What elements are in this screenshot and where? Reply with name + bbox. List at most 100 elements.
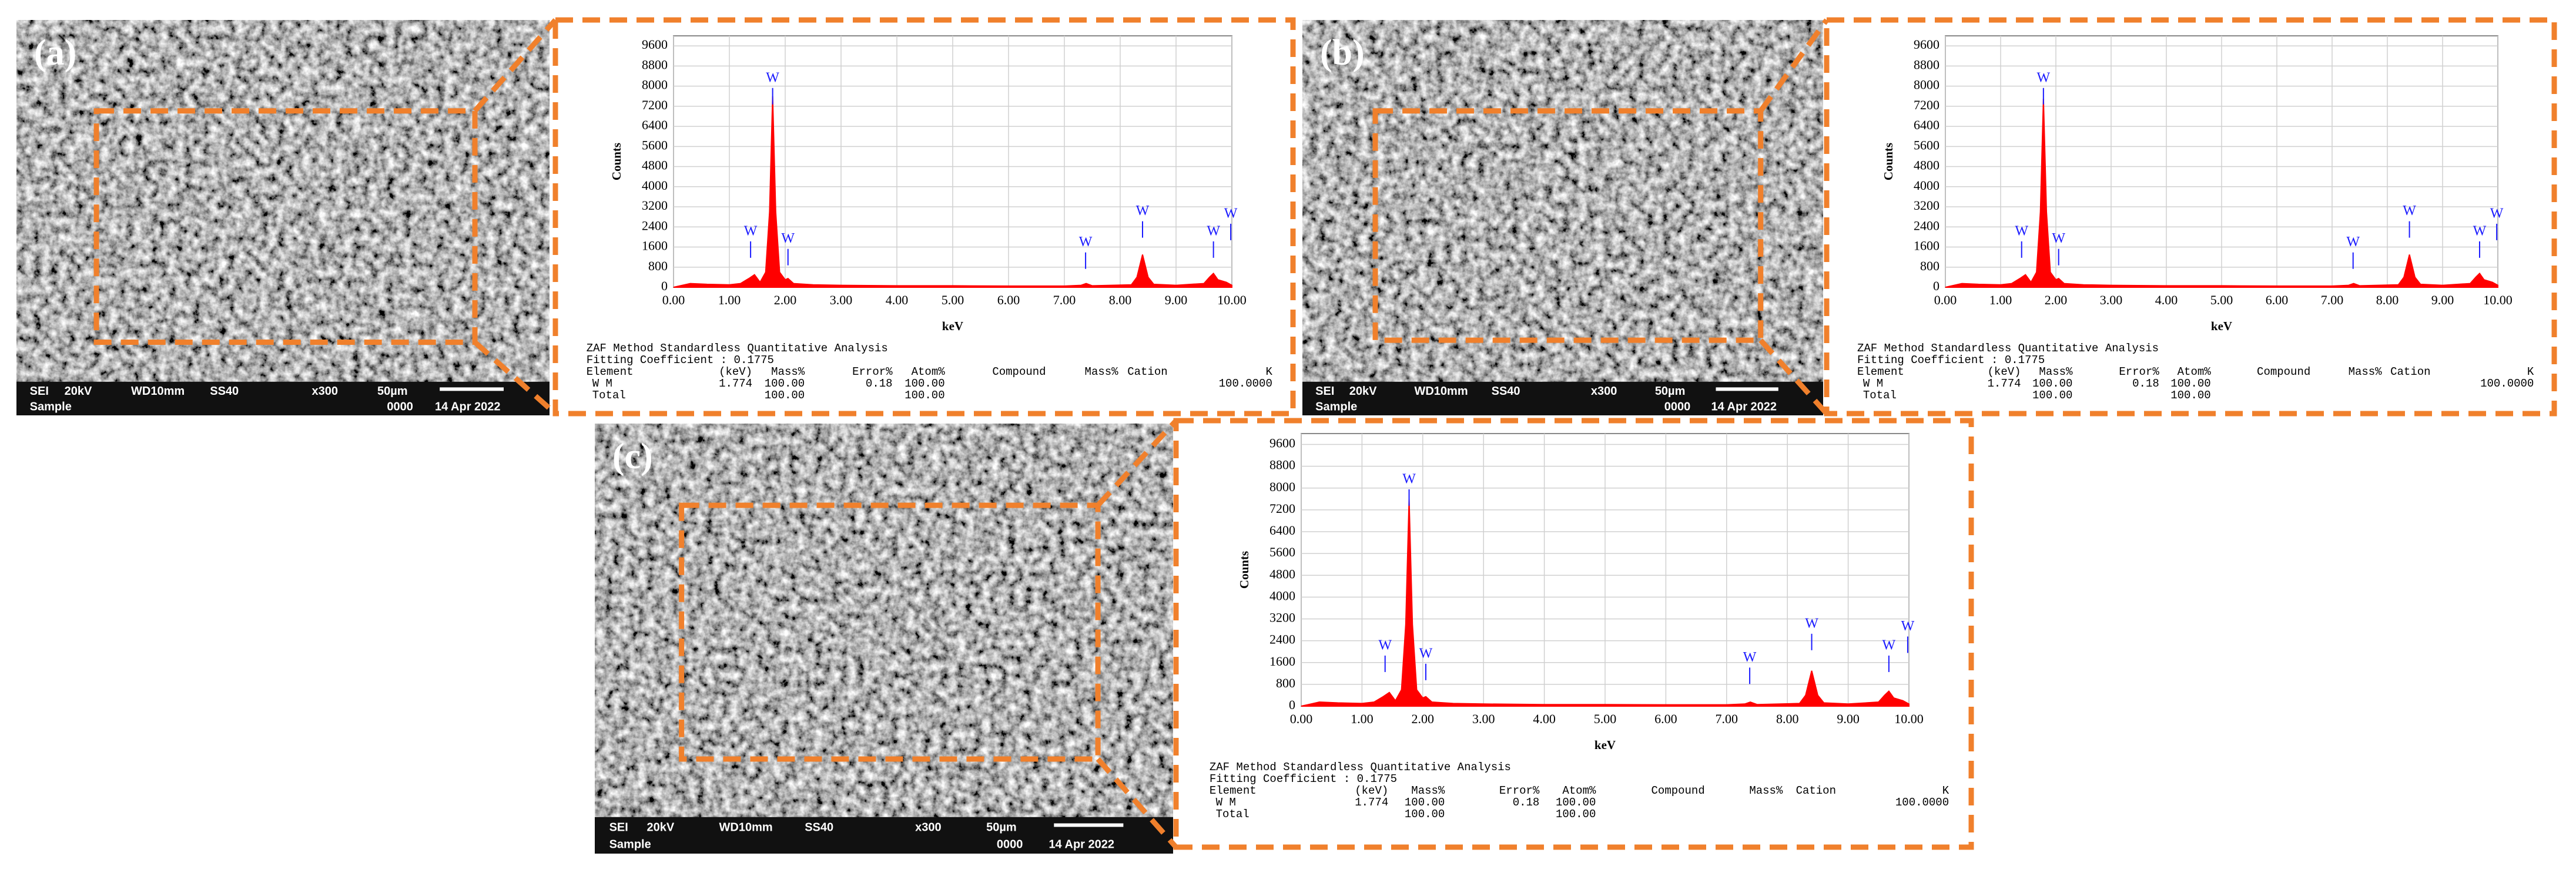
- y-tick-label: 2400: [642, 218, 668, 233]
- panel-label: (c): [612, 436, 653, 476]
- table-cell: W M: [1216, 796, 1236, 809]
- sem-label: 50µm: [1655, 385, 1686, 398]
- spectrum-box: [1824, 17, 2557, 417]
- peak-label: W: [1419, 646, 1433, 661]
- sem-label: 20kV: [1349, 385, 1377, 398]
- y-tick-label: 6400: [1269, 523, 1295, 538]
- x-tick-label: 6.00: [1654, 711, 1677, 726]
- y-tick-label: 0: [1289, 697, 1295, 712]
- x-tick-label: 9.00: [1165, 293, 1188, 307]
- table-cell: 100.00: [2170, 389, 2210, 402]
- peak-label: W: [1805, 616, 1818, 631]
- sem-label: x300: [915, 821, 942, 834]
- table-cell: 100.00: [2032, 377, 2072, 390]
- sem-label: 0000: [387, 401, 413, 414]
- table-cell: 100.00: [1556, 796, 1596, 809]
- sem-label: Sample: [1315, 401, 1357, 414]
- table-cell: 0.18: [2132, 377, 2159, 390]
- peak-label: W: [1743, 650, 1757, 665]
- sem-label: SS40: [210, 385, 239, 398]
- sem-label: 14 Apr 2022: [435, 401, 501, 414]
- y-tick-label: 2400: [1269, 632, 1295, 647]
- y-tick-label: 4800: [642, 158, 668, 173]
- sem-label: 0000: [997, 838, 1023, 851]
- table-header: Element: [587, 365, 634, 378]
- connector: [1096, 418, 1178, 508]
- peak-label: W: [744, 223, 758, 239]
- y-tick-label: 8800: [642, 57, 668, 72]
- y-tick-label: 0: [661, 278, 668, 293]
- table-title: ZAF Method Standardless Quantitative Ana…: [1857, 342, 2159, 355]
- x-tick-label: 4.00: [1533, 711, 1556, 726]
- table-header: Mass%: [1411, 784, 1445, 797]
- peak-label: W: [1136, 203, 1150, 219]
- x-tick-label: 7.00: [2321, 293, 2344, 307]
- x-tick-label: 4.00: [886, 293, 909, 307]
- x-tick-label: 9.00: [1837, 711, 1860, 726]
- table-header: Atom%: [1562, 784, 1596, 797]
- connector: [473, 340, 557, 416]
- y-tick-label: 5600: [642, 137, 668, 152]
- sem-label: SS40: [1492, 385, 1520, 398]
- x-tick-label: 4.00: [2155, 293, 2178, 307]
- x-tick-label: 7.00: [1053, 293, 1076, 307]
- sem-info-strip: [595, 817, 1173, 854]
- x-tick-label: 3.00: [1472, 711, 1495, 726]
- x-tick-label: 8.00: [2376, 293, 2399, 307]
- panel-label: (b): [1320, 33, 1365, 73]
- table-cell: 100.00: [765, 377, 805, 390]
- connector: [1758, 18, 1829, 113]
- sem-label: SS40: [805, 821, 833, 834]
- y-tick-label: 8000: [642, 78, 668, 92]
- table-header: (keV): [1988, 365, 2021, 378]
- table-header: Cation: [1796, 784, 1836, 797]
- peak-label: W: [1207, 223, 1220, 239]
- y-axis-label: Counts: [1237, 551, 1251, 589]
- x-tick-label: 10.00: [1894, 711, 1924, 726]
- x-tick-label: 7.00: [1716, 711, 1738, 726]
- sem-label: WD10mm: [131, 385, 185, 398]
- y-tick-label: 3200: [642, 198, 668, 213]
- y-tick-label: 1600: [642, 239, 668, 253]
- x-tick-label: 0.00: [662, 293, 685, 307]
- sem-image: [16, 20, 550, 415]
- table-cell: 1.774: [719, 377, 752, 390]
- table-header: Compound: [992, 365, 1046, 378]
- sem-info-strip: [1302, 381, 1823, 415]
- sem-label: 50µm: [986, 821, 1017, 834]
- spectrum: [1301, 499, 1910, 707]
- table-header: Mass%: [771, 365, 805, 378]
- table-cell: 100.0000: [2480, 377, 2534, 390]
- sem-label: 14 Apr 2022: [1049, 838, 1114, 851]
- peak-label: W: [1901, 619, 1915, 634]
- x-tick-label: 1.00: [1351, 711, 1374, 726]
- table-fitting: Fitting Coefficient : 0.1775: [1857, 354, 2045, 367]
- y-tick-label: 8800: [1269, 458, 1295, 472]
- table-cell: 1.774: [1355, 796, 1388, 809]
- x-axis-label: keV: [1594, 738, 1616, 752]
- peak-label: W: [1402, 471, 1416, 486]
- y-tick-label: 3200: [1914, 198, 1939, 213]
- sem-label: SEI: [30, 385, 49, 398]
- y-tick-label: 4000: [1914, 178, 1939, 193]
- x-tick-label: 8.00: [1109, 293, 1132, 307]
- table-cell: 100.00: [1405, 796, 1445, 809]
- peak-label: W: [2037, 70, 2051, 85]
- x-tick-label: 1.00: [718, 293, 741, 307]
- sem-image: [1302, 20, 1823, 415]
- sem-label: SEI: [609, 821, 628, 834]
- y-axis-label: Counts: [609, 143, 624, 180]
- table-header: (keV): [1355, 784, 1388, 797]
- table-cell: 100.0000: [1895, 796, 1949, 809]
- table-header: Error%: [2119, 365, 2159, 378]
- table-cell: Total: [1863, 389, 1897, 402]
- y-tick-label: 800: [1920, 258, 1939, 273]
- peak-label: W: [2346, 234, 2360, 250]
- x-tick-label: 3.00: [2100, 293, 2123, 307]
- table-cell: 100.00: [1556, 808, 1596, 821]
- y-tick-label: 2400: [1914, 218, 1939, 233]
- sem-label: 14 Apr 2022: [1711, 401, 1777, 414]
- table-header: Error%: [852, 365, 893, 378]
- table-cell: 0.18: [1513, 796, 1540, 809]
